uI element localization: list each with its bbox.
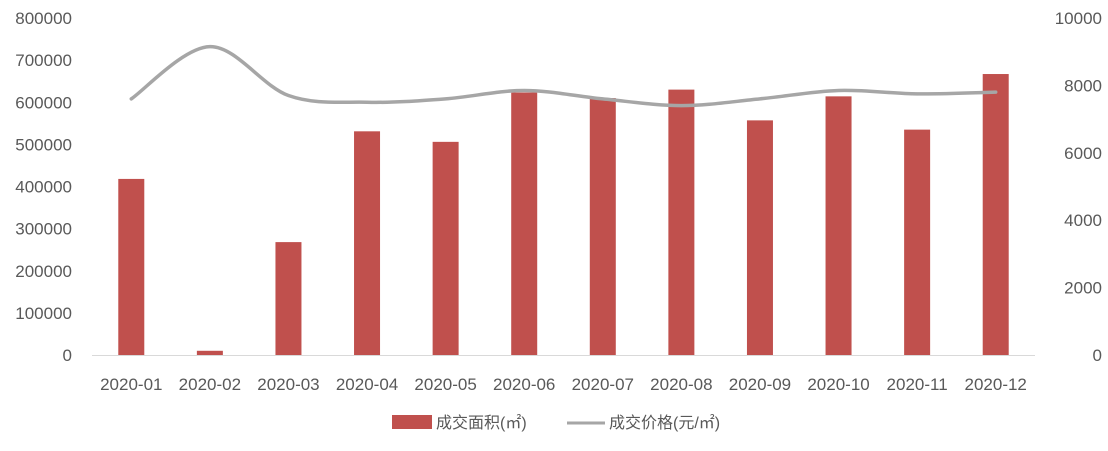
x-tick-label: 2020-11 (887, 375, 948, 394)
price-point-2020-03 (287, 94, 290, 97)
x-tick-label: 2020-09 (729, 375, 791, 394)
y-right-tick-label: 4000 (1064, 211, 1102, 230)
y-left-tick-label: 300000 (15, 220, 72, 239)
x-tick-label: 2020-12 (965, 375, 1027, 394)
price-point-2020-12 (994, 91, 997, 94)
bar-2020-09 (746, 120, 773, 356)
bar-2020-01 (118, 178, 145, 355)
y-right-tick-label: 10000 (1055, 9, 1102, 28)
bar-2020-05 (432, 141, 459, 355)
bar-2020-11 (904, 129, 931, 355)
y-left-tick-label: 700000 (15, 51, 72, 70)
x-tick-label: 2020-10 (807, 375, 869, 394)
bar-2020-04 (354, 131, 381, 355)
price-point-2020-06 (523, 89, 526, 92)
x-tick-label: 2020-02 (179, 375, 241, 394)
y-right-tick-label: 0 (1093, 346, 1102, 365)
price-point-2020-05 (444, 97, 447, 100)
y-left-tick-label: 100000 (15, 304, 72, 323)
price-point-2020-07 (601, 97, 604, 100)
price-point-2020-04 (366, 101, 369, 104)
y-left-tick-label: 800000 (15, 9, 72, 28)
x-tick-label: 2020-06 (493, 375, 555, 394)
y-left-tick-label: 200000 (15, 262, 72, 281)
x-tick-label: 2020-01 (100, 375, 162, 394)
x-tick-label: 2020-03 (257, 375, 319, 394)
price-point-2020-02 (208, 45, 211, 48)
y-left-tick-label: 0 (63, 346, 72, 365)
bar-2020-06 (511, 92, 538, 355)
legend-label-price: 成交价格(元/㎡) (609, 414, 720, 432)
legend-swatch-area (392, 415, 432, 429)
bar-2020-02 (196, 350, 223, 355)
y-left-tick-label: 500000 (15, 135, 72, 154)
y-left-tick-label: 400000 (15, 178, 72, 197)
x-tick-label: 2020-07 (572, 375, 634, 394)
price-point-2020-09 (758, 97, 761, 100)
price-point-2020-10 (837, 89, 840, 92)
bar-2020-03 (275, 242, 302, 355)
legend-label-area: 成交面积(㎡) (436, 414, 527, 432)
y-right-tick-label: 2000 (1064, 279, 1102, 298)
y-left-tick-label: 600000 (15, 93, 72, 112)
price-point-2020-08 (680, 104, 683, 107)
x-tick-label: 2020-08 (650, 375, 712, 394)
price-point-2020-11 (916, 92, 919, 95)
x-tick-label: 2020-05 (414, 375, 476, 394)
y-right-tick-label: 6000 (1064, 144, 1102, 163)
bar-2020-10 (825, 96, 852, 355)
bar-2020-08 (668, 89, 695, 356)
x-tick-label: 2020-04 (336, 375, 398, 394)
price-point-2020-01 (130, 97, 133, 100)
bar-2020-07 (589, 98, 616, 355)
bar-2020-12 (982, 74, 1009, 356)
y-right-tick-label: 8000 (1064, 76, 1102, 95)
price-line (129, 44, 998, 108)
